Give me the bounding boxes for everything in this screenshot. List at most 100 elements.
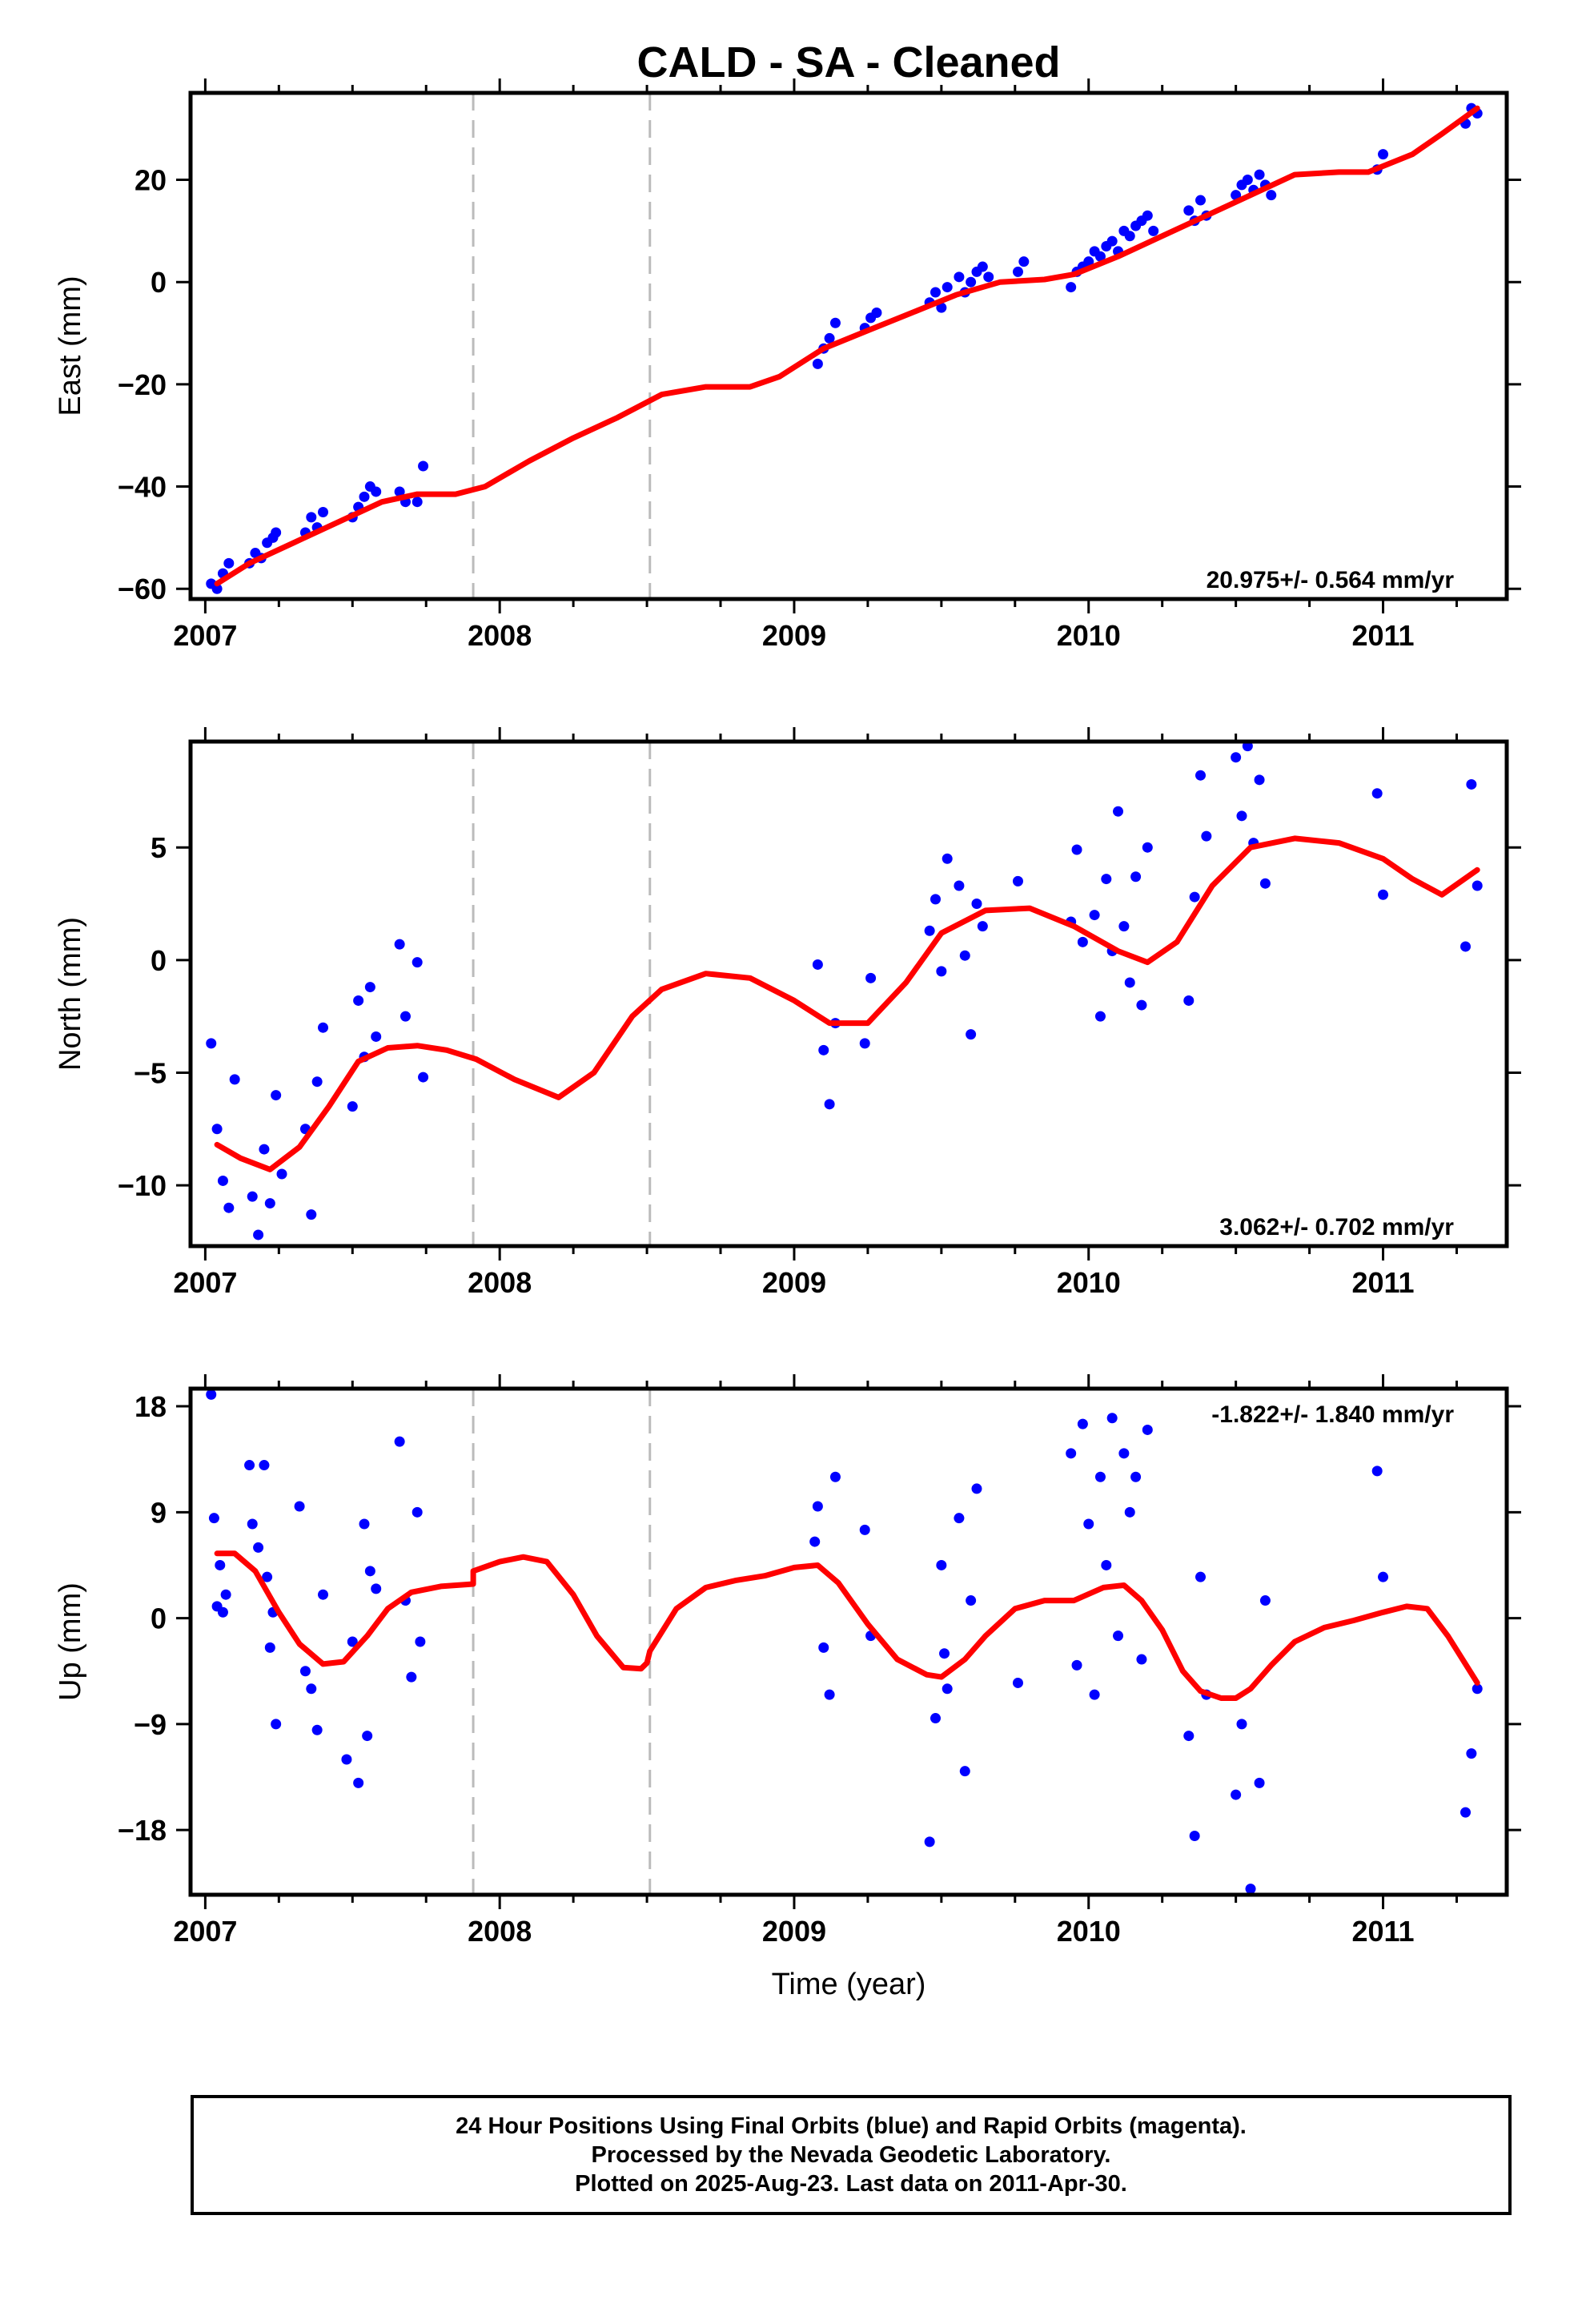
data-point — [924, 1836, 935, 1848]
rate-label: 3.062+/- 0.702 mm/yr — [1219, 1214, 1454, 1240]
data-point — [1094, 1011, 1106, 1022]
y-tick-label: 0 — [151, 1602, 167, 1635]
y-tick-label: −60 — [118, 573, 167, 605]
data-point — [1371, 1466, 1383, 1477]
model-fit-line — [214, 1550, 1480, 1701]
data-point — [1066, 282, 1077, 293]
y-tick-label: 18 — [135, 1390, 167, 1423]
x-tick-label: 2008 — [468, 619, 532, 652]
data-point — [1094, 1471, 1106, 1482]
data-point — [359, 491, 370, 502]
data-point — [412, 1506, 423, 1518]
y-tick-label: −9 — [134, 1708, 167, 1741]
data-point — [215, 1559, 226, 1570]
data-point — [1083, 256, 1094, 267]
data-point — [412, 957, 423, 968]
data-point — [306, 1209, 317, 1220]
data-point — [954, 271, 965, 283]
caption-line-3: Plotted on 2025-Aug-23. Last data on 201… — [575, 2171, 1127, 2197]
data-point — [818, 1642, 829, 1653]
data-point — [1113, 1630, 1124, 1642]
data-point — [942, 853, 953, 864]
data-point — [1071, 844, 1082, 855]
data-point — [247, 1191, 258, 1202]
data-point — [1378, 1571, 1389, 1582]
data-point — [966, 1029, 977, 1040]
data-point — [1136, 999, 1147, 1011]
data-point — [829, 1471, 841, 1482]
data-point — [1118, 1448, 1130, 1459]
data-point — [359, 1518, 370, 1530]
data-point — [1242, 742, 1253, 752]
data-point — [1142, 210, 1153, 221]
data-point — [812, 358, 823, 369]
data-point — [936, 1559, 947, 1570]
data-point — [1183, 1731, 1195, 1742]
data-point — [942, 282, 953, 293]
data-point — [1254, 169, 1265, 180]
data-point — [1201, 830, 1212, 842]
data-point — [977, 261, 988, 272]
panel-2: 2007 2008 2009 2010 2011 5 0 −5 −10 North (mm) 3.0… — [54, 727, 1521, 1299]
data-point — [253, 1542, 264, 1553]
data-point — [1231, 1789, 1242, 1800]
data-point — [954, 1513, 965, 1524]
data-point — [412, 497, 423, 508]
data-point — [311, 1076, 323, 1088]
x-tick-label: 2011 — [1351, 1266, 1414, 1299]
y-tick-label: −20 — [118, 368, 167, 401]
data-point — [1189, 891, 1200, 903]
data-point — [294, 1501, 305, 1512]
data-point — [1460, 1807, 1472, 1818]
data-point — [809, 1536, 821, 1547]
data-point — [353, 995, 364, 1006]
y-tick-label: −10 — [118, 1169, 167, 1202]
data-point — [217, 1175, 228, 1186]
data-point — [223, 557, 235, 569]
y-tick-label: 20 — [135, 164, 167, 197]
data-point — [1236, 810, 1247, 822]
data-point — [1254, 774, 1265, 786]
data-point — [1183, 205, 1195, 216]
data-point — [1142, 842, 1153, 853]
data-point — [865, 972, 877, 983]
x-tick-label: 2007 — [173, 619, 237, 652]
data-point — [859, 1038, 870, 1049]
data-point — [229, 1074, 240, 1085]
data-point — [415, 1636, 426, 1647]
caption-box: 24 Hour Positions Using Final Orbits (bl… — [191, 2095, 1512, 2215]
data-point — [942, 1683, 953, 1695]
data-point — [1195, 195, 1207, 206]
data-point — [936, 302, 947, 313]
data-point — [1472, 1683, 1483, 1695]
plot-area — [206, 103, 1483, 594]
data-point — [954, 880, 965, 891]
data-point — [1077, 936, 1088, 947]
y-tick-label: 0 — [151, 266, 167, 299]
data-point — [347, 1101, 358, 1112]
x-tick-label: 2008 — [468, 1266, 532, 1299]
data-point — [353, 1777, 364, 1788]
data-point — [1460, 941, 1472, 952]
data-point — [371, 486, 382, 497]
data-point — [1130, 1471, 1142, 1482]
y-axis-label: North (mm) — [54, 917, 87, 1071]
data-point — [818, 1044, 829, 1055]
data-point — [1472, 880, 1483, 891]
data-point — [1012, 266, 1023, 277]
data-point — [1183, 995, 1195, 1006]
data-point — [1378, 889, 1389, 900]
data-point — [1245, 1884, 1256, 1895]
data-point — [1231, 752, 1242, 763]
x-tick-label: 2007 — [173, 1266, 237, 1299]
x-axis-label: Time (year) — [772, 1968, 926, 2001]
data-point — [347, 1636, 358, 1647]
y-tick-label: 9 — [151, 1496, 167, 1529]
data-point — [1089, 1689, 1100, 1700]
plot-frame — [188, 739, 1509, 1248]
data-point — [253, 1229, 264, 1240]
data-point — [418, 1072, 429, 1083]
data-point — [244, 1460, 255, 1471]
x-tick-label: 2007 — [173, 1915, 237, 1948]
data-point — [362, 1731, 373, 1742]
